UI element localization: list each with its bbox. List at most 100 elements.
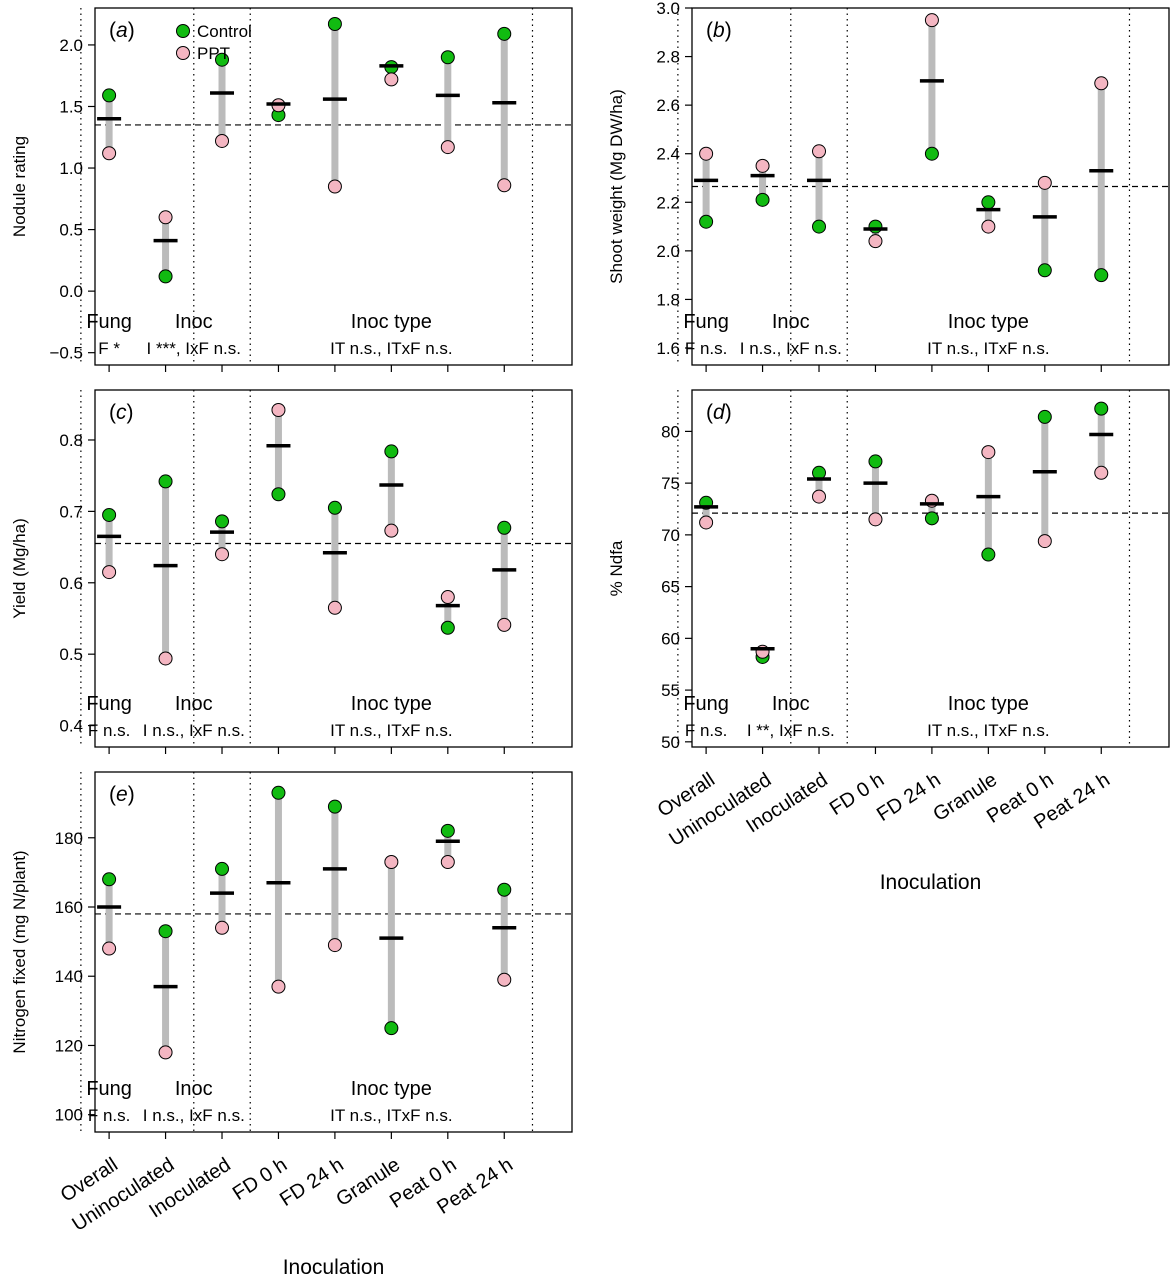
ppt-point — [868, 234, 883, 249]
control-point — [271, 785, 286, 800]
x-category-label: FD 24 h — [873, 769, 945, 826]
stat-label: F n.s. — [88, 1106, 131, 1125]
panel-tag-letter: e — [116, 783, 128, 806]
panel-tag-letter: c — [116, 401, 127, 424]
ppt-point — [981, 219, 996, 234]
panel-b: 1.6 1.8 2.0 2.2 2.4 2.6 2.8 3.0 Shoot weight (Mg… — [607, 0, 1170, 372]
y-tick-label: 1.0 — [59, 159, 83, 178]
ppt-point — [497, 972, 512, 987]
x-axis-title: Inoculation — [283, 1256, 385, 1279]
ppt-point — [699, 146, 714, 161]
y-tick-label: 65 — [661, 578, 680, 597]
y-tick-label: 80 — [661, 422, 680, 441]
legend-ppt-label: PPT — [197, 44, 230, 63]
panel-tag: (b) — [706, 19, 732, 42]
control-point — [327, 500, 342, 515]
panel-tag: (c) — [109, 401, 134, 424]
control-point — [755, 192, 770, 207]
control-point — [981, 547, 996, 562]
panel-tag-letter: a — [116, 19, 128, 42]
stat-label: IT n.s., ITxF n.s. — [330, 1106, 453, 1125]
ppt-point — [384, 72, 399, 87]
y-tick-label: 3.0 — [656, 0, 680, 18]
ppt-point — [327, 938, 342, 953]
y-tick-label: 0.5 — [59, 645, 83, 664]
ppt-point — [868, 512, 883, 527]
group-label: Inoc — [175, 311, 213, 333]
group-label: Fung — [86, 311, 132, 333]
ppt-point — [812, 144, 827, 159]
control-point — [1037, 409, 1052, 424]
panel-tag-open: ( — [706, 19, 713, 42]
panel-tag-close: ) — [127, 401, 134, 424]
ppt-point — [755, 158, 770, 173]
y-tick-label: 0.4 — [59, 717, 83, 736]
y-tick-label: 75 — [661, 474, 680, 493]
control-point — [868, 219, 883, 234]
stat-label: I n.s., IxF n.s. — [143, 721, 245, 740]
panel-c: 0.4 0.5 0.6 0.7 0.8 Yield (Mg/ha) (c) Fung F n.s… — [10, 389, 573, 754]
group-label: Inoc — [175, 693, 213, 715]
stat-label: IT n.s., ITxF n.s. — [927, 721, 1050, 740]
panel-tag-letter: d — [713, 401, 726, 424]
ppt-point — [699, 515, 714, 530]
panel-tag-close: ) — [128, 783, 135, 806]
control-point — [215, 514, 230, 529]
y-axis-title: % Ndfa — [607, 540, 626, 596]
ppt-point — [102, 941, 117, 956]
group-label: Fung — [86, 1078, 132, 1100]
plot-frame — [94, 771, 573, 1133]
plot-frame — [94, 7, 573, 366]
stat-label: F * — [98, 339, 120, 358]
y-tick-label: −0.5 — [49, 344, 83, 363]
y-tick-label: 120 — [55, 1036, 83, 1055]
control-point — [384, 1021, 399, 1036]
group-label: Inoc — [175, 1078, 213, 1100]
ppt-point — [158, 1045, 173, 1060]
panel-e: 100 120 140 160 180 Nitrogen fixed (mg N/plan… — [10, 771, 573, 1279]
stat-label: IT n.s., ITxF n.s. — [927, 339, 1050, 358]
y-tick-label: 0.7 — [59, 502, 83, 521]
y-axis-title: Yield (Mg/ha) — [10, 518, 29, 618]
stat-label: I n.s., IxF n.s. — [740, 339, 842, 358]
control-point — [699, 214, 714, 229]
panel-d: 50 55 60 65 70 75 80 % Ndfa (d) Fung F n.s. Inoc I *… — [607, 389, 1170, 894]
control-point — [812, 219, 827, 234]
panel-tag: (a) — [109, 19, 135, 42]
control-point — [327, 799, 342, 814]
y-tick-label: 70 — [661, 526, 680, 545]
control-point — [1037, 263, 1052, 278]
y-axis-title: Nitrogen fixed (mg N/plant) — [10, 850, 29, 1053]
control-point — [924, 511, 939, 526]
ppt-point — [158, 651, 173, 666]
ppt-point — [1037, 534, 1052, 549]
group-label: Inoc type — [948, 311, 1029, 333]
panel-tag-close: ) — [128, 19, 135, 42]
stat-label: F n.s. — [685, 721, 728, 740]
ppt-point — [1037, 175, 1052, 190]
y-tick-label: 0.5 — [59, 221, 83, 240]
ppt-point — [215, 133, 230, 148]
panel-tag-open: ( — [706, 401, 713, 424]
y-tick-label: 100 — [55, 1106, 83, 1125]
control-point — [271, 487, 286, 502]
y-tick-label: 55 — [661, 681, 680, 700]
y-tick-label: 2.4 — [656, 145, 680, 164]
stat-label: F n.s. — [88, 721, 131, 740]
control-point — [440, 823, 455, 838]
y-axis-title: Shoot weight (Mg DW/ha) — [607, 89, 626, 284]
y-tick-label: 0.6 — [59, 574, 83, 593]
stat-label: F n.s. — [685, 339, 728, 358]
control-point — [497, 882, 512, 897]
group-label: Fung — [683, 693, 729, 715]
panel-tag-open: ( — [109, 783, 116, 806]
stat-label: IT n.s., ITxF n.s. — [330, 339, 453, 358]
group-label: Inoc type — [351, 311, 432, 333]
plot-frame — [691, 389, 1170, 748]
y-axis-title: Nodule rating — [10, 136, 29, 237]
ppt-point — [440, 140, 455, 155]
group-label: Inoc — [772, 311, 810, 333]
control-point — [497, 26, 512, 41]
group-label: Inoc — [772, 693, 810, 715]
ppt-point — [440, 590, 455, 605]
